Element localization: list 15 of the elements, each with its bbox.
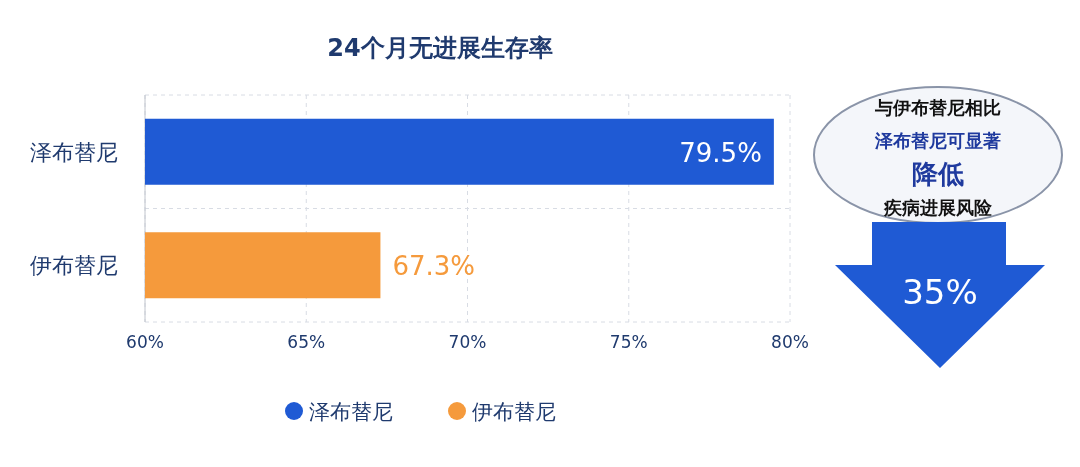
x-tick-label: 70% [448, 332, 487, 352]
text: 疾病进展风险 [883, 197, 993, 218]
text: 与伊布替尼相比 [874, 97, 1001, 118]
legend-label: 伊布替尼 [472, 400, 556, 424]
text: 35% [902, 272, 978, 312]
text: 67.3% [392, 251, 476, 282]
text: 79.5% [679, 137, 762, 168]
x-tick-label: 60% [126, 332, 164, 352]
x-tick-label: 75% [609, 332, 648, 352]
text: 泽布替尼可显著 [874, 130, 1001, 151]
x-tick-label: 65% [287, 332, 326, 352]
legend-label: 泽布替尼 [309, 400, 393, 424]
chart-title: 24个月无进展生存率 [327, 34, 553, 62]
x-tick-label: 80% [771, 332, 809, 352]
text: 降低 [912, 159, 964, 189]
